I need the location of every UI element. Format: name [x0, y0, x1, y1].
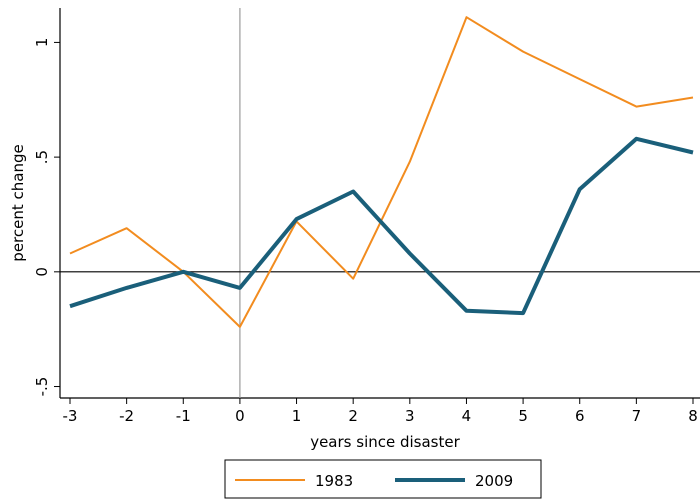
x-tick-label: 8 — [688, 407, 698, 425]
series-line-2009 — [69, 136, 694, 316]
x-tick-label: 6 — [575, 407, 585, 425]
x-tick-label: 0 — [235, 407, 245, 425]
x-axis-title: years since disaster — [310, 433, 460, 451]
x-axis-ticks: -3 -2 -1 0 1 2 3 4 5 6 7 8 — [63, 398, 698, 425]
x-tick-label: -2 — [119, 407, 134, 425]
x-tick-label: -3 — [63, 407, 78, 425]
legend: 1983 2009 — [224, 459, 542, 499]
legend-label-2009: 2009 — [475, 472, 513, 490]
y-tick-label: -.5 — [33, 377, 51, 397]
y-tick-label: .5 — [33, 150, 51, 164]
x-tick-label: 5 — [518, 407, 528, 425]
x-tick-label: 1 — [292, 407, 302, 425]
y-tick-label: 0 — [33, 267, 51, 277]
y-axis-title: percent change — [9, 144, 27, 261]
x-tick-label: -1 — [176, 407, 191, 425]
series-layer — [69, 16, 694, 328]
x-tick-label: 4 — [462, 407, 472, 425]
y-axis-ticks: -.5 0 .5 1 — [33, 38, 60, 397]
x-tick-label: 3 — [405, 407, 415, 425]
reference-lines — [60, 8, 700, 398]
y-tick-label: 1 — [33, 38, 51, 48]
x-tick-label: 7 — [632, 407, 642, 425]
x-tick-label: 2 — [348, 407, 358, 425]
legend-label-1983: 1983 — [315, 472, 353, 490]
